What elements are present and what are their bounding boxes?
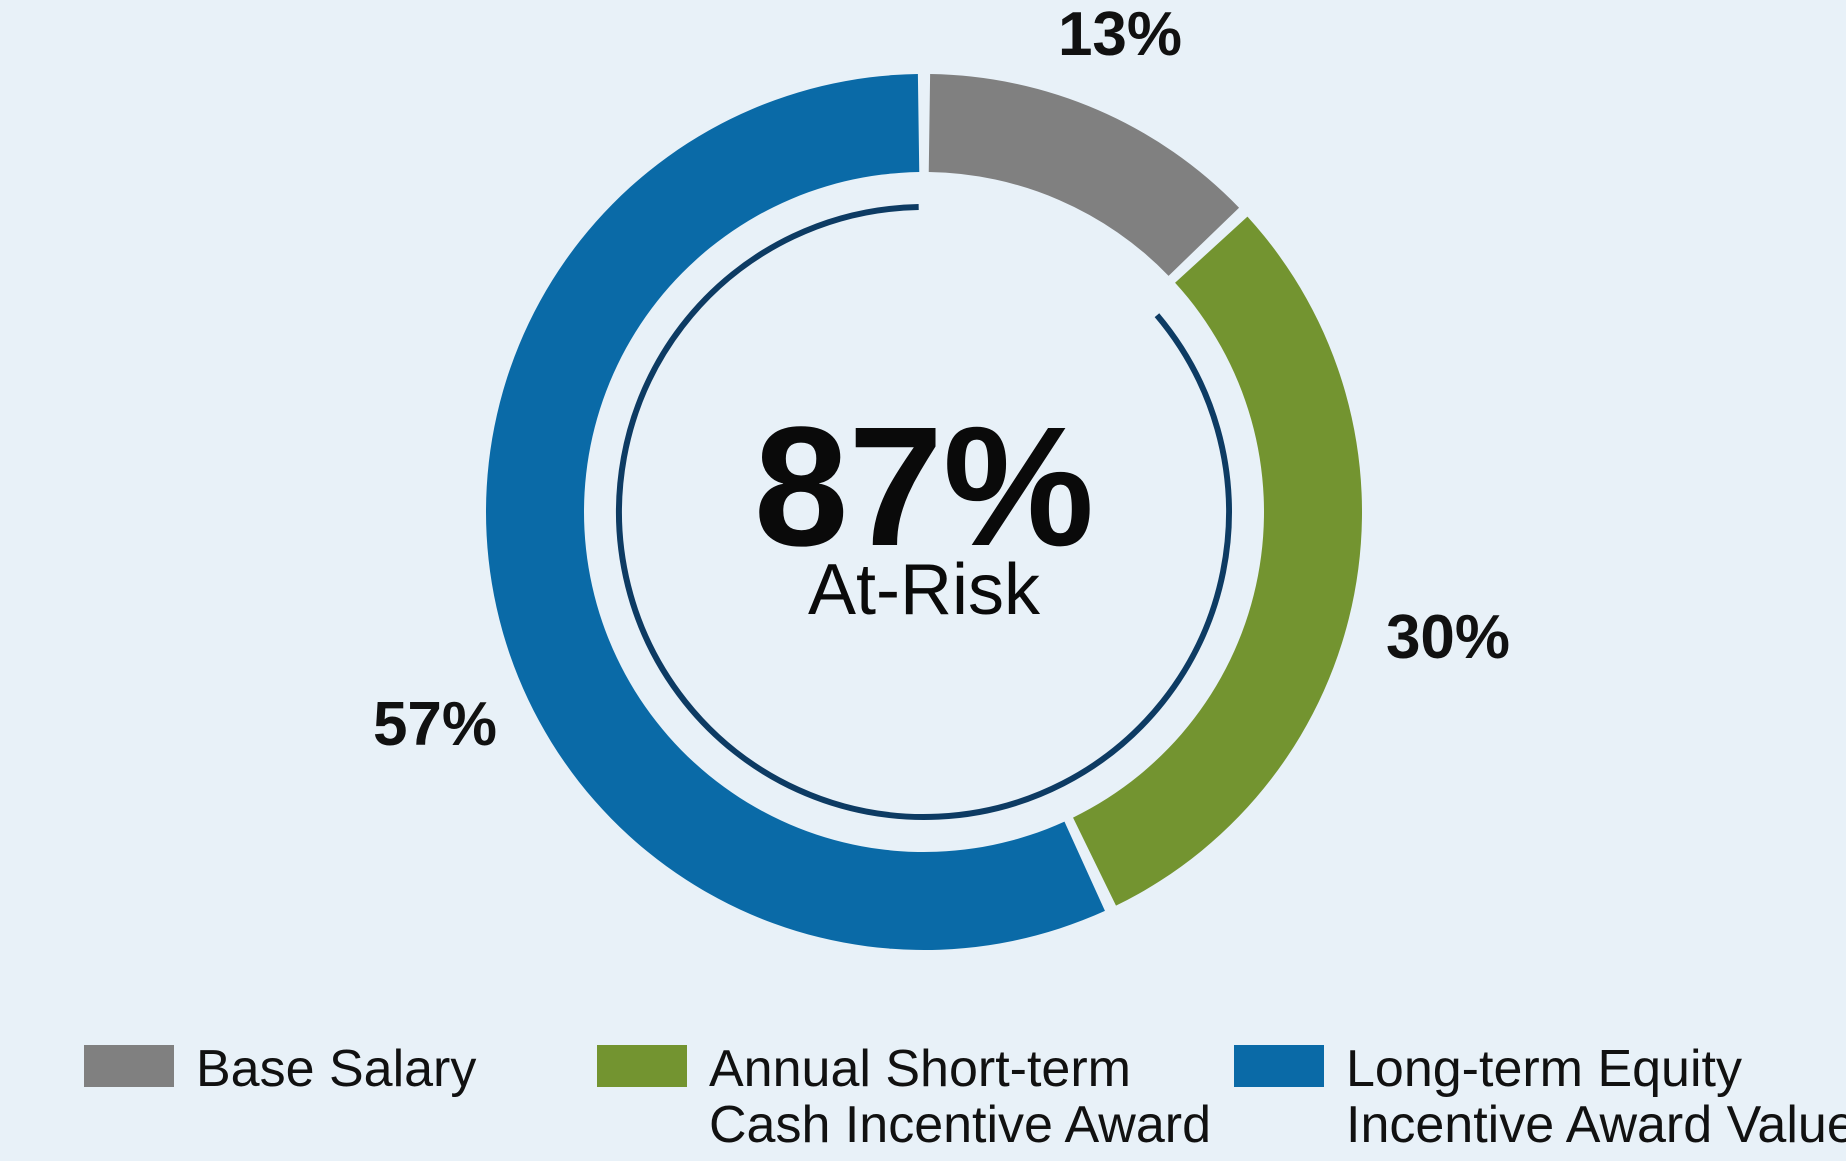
at-risk-arc bbox=[616, 204, 1232, 820]
legend-label-long-term-equity-line-1: Long-term Equity bbox=[1346, 1040, 1742, 1098]
legend-swatch-long-term-equity bbox=[1234, 1045, 1324, 1087]
percent-label-base-salary: 13% bbox=[1058, 0, 1182, 69]
donut-slices bbox=[485, 74, 1363, 950]
center-at-risk-value: 87% bbox=[754, 392, 1094, 582]
slice-short-term-incentive bbox=[1073, 216, 1363, 906]
legend-label-base-salary-line-1: Base Salary bbox=[196, 1040, 476, 1098]
legend-label-short-term-incentive-line-2: Cash Incentive Award bbox=[709, 1096, 1211, 1154]
slice-long-term-equity bbox=[485, 74, 1105, 950]
legend-swatch-short-term-incentive bbox=[597, 1045, 687, 1087]
legend-label-short-term-incentive-line-1: Annual Short-term bbox=[709, 1040, 1131, 1098]
center-at-risk-label: At-Risk bbox=[808, 550, 1041, 630]
percent-label-long-term-equity: 57% bbox=[373, 690, 497, 759]
legend-swatch-base-salary bbox=[84, 1045, 174, 1087]
slice-base-salary bbox=[928, 74, 1240, 276]
percent-label-short-term-incentive: 30% bbox=[1386, 603, 1510, 672]
legend-label-long-term-equity-line-2: Incentive Award Value bbox=[1346, 1096, 1846, 1154]
percent-labels: 13% 30% 57% bbox=[373, 0, 1510, 759]
